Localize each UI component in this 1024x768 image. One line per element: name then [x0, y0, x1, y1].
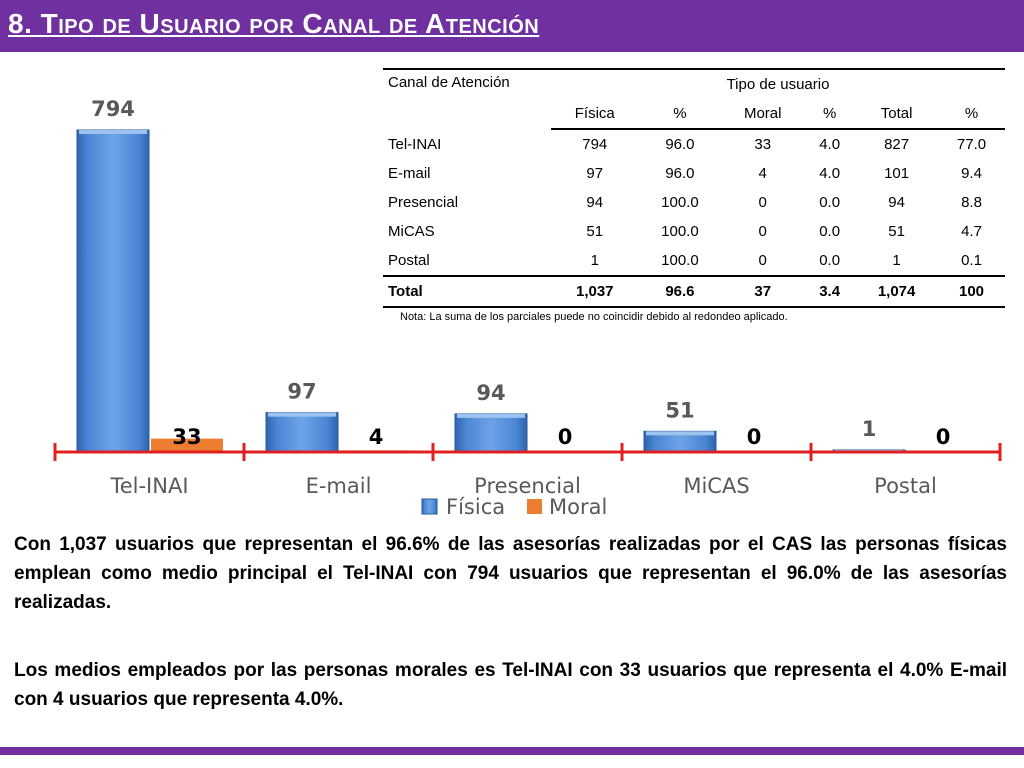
value-label-fisica: 94 [476, 381, 505, 405]
table-cell: 0 [758, 252, 767, 269]
title-bar: 8. Tipo de Usuario por Canal de Atención [0, 0, 1024, 52]
table-cell: 100.0 [661, 194, 699, 211]
table-cell: 0.1 [961, 252, 982, 269]
table-row: Postal 1 100.0 0 0.0 1 0.1 [383, 246, 1005, 276]
table-cell: Tel-INAI [388, 135, 442, 153]
bar-chart: 79433Tel-INAI974E-mail940Presencial510Mi… [53, 97, 1002, 519]
bar-top-highlight [79, 130, 147, 134]
table-cell: 827 [884, 136, 910, 153]
table-cell: 4.0 [819, 136, 841, 153]
bar-top-highlight [457, 413, 525, 418]
bar-top-highlight [646, 431, 714, 436]
table-cell: 4 [758, 165, 767, 182]
table-cell: 0.0 [819, 223, 841, 240]
table-row: Tel-INAI 794 96.0 33 4.0 827 77.0 [383, 129, 1005, 159]
table-cell: 8.8 [961, 194, 982, 211]
table-subheader: Total [855, 99, 939, 130]
table-cell: 51 [586, 223, 604, 240]
value-label-moral: 0 [936, 425, 951, 449]
table-row: Presencial 94 100.0 0 0.0 94 8.8 [383, 188, 1005, 217]
table-subheader-row: Física % Moral % Total % [383, 99, 1005, 130]
table-cell: 1 [590, 252, 599, 269]
table-cell: 1 [892, 252, 901, 269]
value-label-fisica: 97 [287, 380, 316, 404]
value-label-fisica: 794 [91, 97, 135, 121]
legend-swatch-fisica [421, 498, 438, 515]
table-cell: 96.0 [665, 165, 695, 182]
table-cell: 100.0 [661, 252, 699, 269]
data-table: Canal de Atención Tipo de usuario Física… [383, 68, 1005, 308]
table-subheader: Moral [721, 99, 805, 130]
bar-fisica-e-mail [265, 412, 339, 453]
table-header-row: Canal de Atención Tipo de usuario [383, 68, 1005, 129]
value-label-fisica: 1 [862, 417, 877, 441]
table-cell: 94 [888, 194, 905, 211]
table-subheader: % [938, 99, 1005, 130]
legend-swatch-moral [527, 499, 542, 514]
table-row: MiCAS 51 100.0 0 0.0 51 4.7 [383, 217, 1005, 246]
table-cell: 37 [721, 275, 805, 308]
table-cell: 4.0 [819, 165, 841, 182]
category-label: E-mail [306, 474, 372, 498]
bar-top-highlight [268, 412, 336, 417]
category-label: MiCAS [683, 474, 749, 498]
value-label-moral: 4 [369, 425, 384, 449]
table-cell: 101 [884, 165, 910, 182]
category-label: Postal [874, 474, 937, 498]
category-label: Tel-INAI [109, 474, 188, 498]
table-header-channel: Canal de Atención [383, 68, 551, 129]
table-header-group: Tipo de usuario [551, 68, 1005, 99]
table-row: E-mail 97 96.0 4 4.0 101 9.4 [383, 159, 1005, 188]
table-cell: 97 [586, 165, 604, 182]
table-cell: 0.0 [819, 252, 841, 269]
paragraph-fisicas: Con 1,037 usuarios que representan el 96… [14, 534, 1007, 613]
table-cell: 100 [938, 275, 1005, 308]
legend-label-moral: Moral [549, 495, 607, 519]
table-total-row: Total 1,037 96.6 37 3.4 1,074 100 [383, 275, 1005, 308]
table-cell: 0 [758, 194, 767, 211]
table-cell: 100.0 [661, 223, 699, 240]
value-label-moral: 0 [558, 425, 573, 449]
table-cell: 0.0 [819, 194, 841, 211]
value-label-moral: 33 [172, 425, 201, 449]
table-cell: 77.0 [956, 136, 987, 153]
footer-bar [0, 747, 1024, 755]
table-cell: 33 [754, 136, 772, 153]
table-cell: 4.7 [961, 223, 982, 240]
table-note: Nota: La suma de los parciales puede no … [400, 311, 788, 323]
table-cell: 1,037 [551, 275, 639, 308]
bar-fisica-presencial [454, 413, 528, 453]
table-cell: 96.6 [638, 275, 722, 308]
table-cell: Total [383, 275, 551, 308]
table-cell: 3.4 [804, 275, 856, 308]
value-label-moral: 0 [747, 425, 762, 449]
value-label-fisica: 51 [665, 398, 694, 422]
table-cell: 1,074 [855, 275, 939, 308]
bar-moral-tel-inai [151, 438, 223, 452]
legend-label-fisica: Física [446, 495, 505, 519]
table-cell: Postal [388, 252, 430, 269]
table-cell: 794 [582, 136, 608, 153]
paragraph-morales: Los medios empleados por las personas mo… [14, 660, 1007, 710]
table-cell: 9.4 [961, 165, 982, 182]
bar-fisica-tel-inai [76, 129, 150, 453]
table-cell: E-mail [388, 165, 431, 182]
table-cell: MiCAS [388, 223, 435, 240]
table-cell: 96.0 [665, 136, 695, 153]
table-subheader: % [638, 99, 722, 130]
category-label: Presencial [474, 474, 581, 498]
table-subheader: % [804, 99, 856, 130]
table-cell: 94 [586, 194, 604, 211]
table-cell: 51 [888, 223, 905, 240]
table-cell: 0 [758, 223, 767, 240]
table-cell: Presencial [388, 194, 459, 211]
table-subheader: Física [551, 99, 639, 130]
page-title: 8. Tipo de Usuario por Canal de Atención [8, 8, 540, 39]
